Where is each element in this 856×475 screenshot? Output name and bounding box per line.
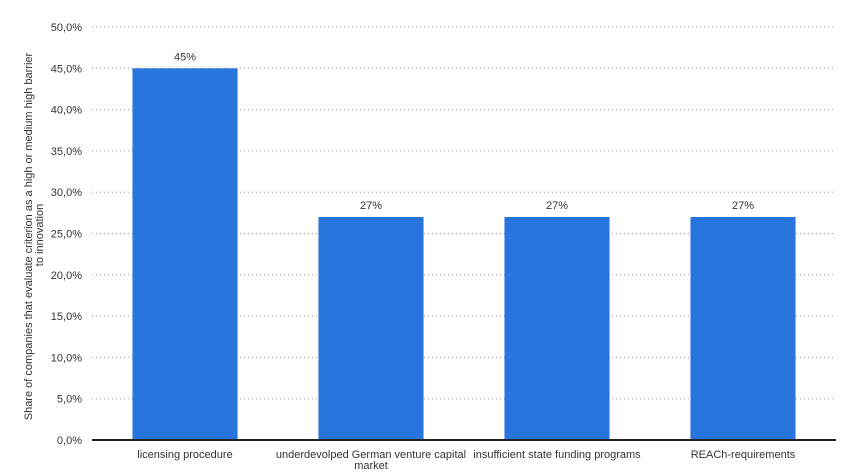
y-tick-label: 50,0%	[51, 22, 82, 34]
bar	[318, 216, 424, 440]
bar	[690, 216, 796, 440]
x-tick-label-line: REACh-requirements	[691, 449, 796, 461]
y-tick-label: 15,0%	[51, 311, 82, 323]
data-label: 27%	[732, 200, 754, 212]
y-axis-tick-labels: 0,0% 5,0% 10,0% 15,0% 20,0% 25,0% 30,0% 35,0% 40…	[51, 22, 82, 447]
x-tick-label: underdevolped German venture capital mark…	[276, 449, 466, 472]
y-axis-title-line-2: to innovation	[34, 204, 46, 266]
x-tick-label-line: licensing procedure	[137, 449, 232, 461]
data-label: 27%	[360, 200, 382, 212]
data-label: 27%	[546, 200, 568, 212]
y-tick-label: 30,0%	[51, 187, 82, 199]
y-axis-title-line-1: Share of companies that evaluate criteri…	[23, 52, 35, 420]
bar	[504, 216, 610, 440]
x-tick-label-line: market	[354, 460, 388, 472]
bar	[132, 68, 238, 441]
x-axis-category-labels: licensing procedure underdevolped German …	[137, 449, 795, 472]
x-tick-label-line: insufficient state funding programs	[473, 449, 641, 461]
x-tick-label: REACh-requirements	[691, 449, 796, 461]
y-tick-label: 25,0%	[51, 229, 82, 241]
y-tick-label: 40,0%	[51, 105, 82, 117]
y-tick-label: 35,0%	[51, 146, 82, 158]
x-tick-label: licensing procedure	[137, 449, 232, 461]
x-tick-label-line: underdevolped German venture capital	[276, 449, 466, 461]
y-tick-label: 10,0%	[51, 352, 82, 364]
x-tick-label: insufficient state funding programs	[473, 449, 641, 461]
y-tick-label: 20,0%	[51, 270, 82, 282]
data-label: 45%	[174, 51, 196, 63]
data-labels: 45% 27% 27% 27%	[174, 51, 754, 212]
y-tick-label: 0,0%	[57, 435, 82, 447]
y-tick-label: 45,0%	[51, 63, 82, 75]
y-tick-label: 5,0%	[57, 394, 82, 406]
bars	[132, 68, 796, 441]
y-axis-title: Share of companies that evaluate criteri…	[23, 50, 46, 421]
